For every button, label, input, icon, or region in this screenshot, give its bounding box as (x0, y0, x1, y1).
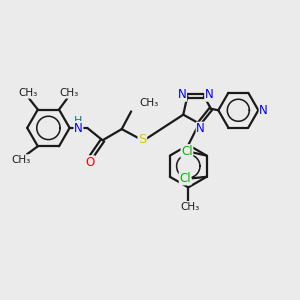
Text: N: N (74, 122, 83, 135)
Text: H: H (74, 116, 83, 126)
Text: N: N (178, 88, 187, 101)
Text: S: S (138, 133, 146, 146)
Text: CH₃: CH₃ (180, 202, 200, 212)
Text: N: N (205, 88, 214, 101)
Text: N: N (196, 122, 205, 135)
Text: CH₃: CH₃ (18, 88, 37, 98)
Text: Cl: Cl (179, 172, 191, 185)
Text: CH₃: CH₃ (59, 88, 78, 98)
Text: CH₃: CH₃ (140, 98, 159, 108)
Text: N: N (259, 104, 268, 117)
Text: O: O (85, 156, 94, 169)
Text: Cl: Cl (181, 145, 193, 158)
Text: CH₃: CH₃ (12, 155, 31, 165)
